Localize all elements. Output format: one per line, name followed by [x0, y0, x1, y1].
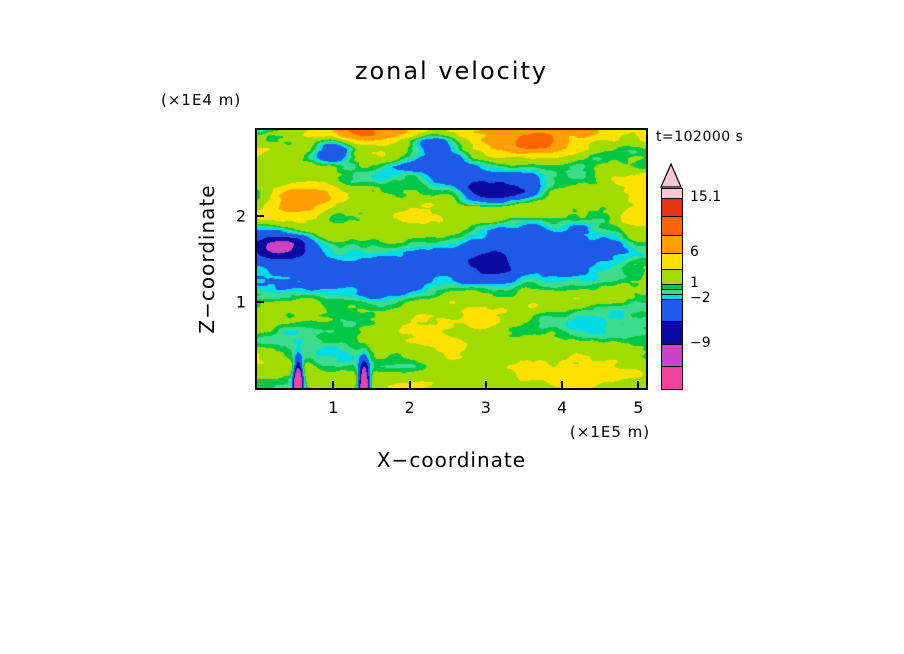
colorbar-segment — [662, 366, 682, 389]
chart-title: zonal velocity — [354, 57, 549, 85]
colorbar — [661, 188, 683, 390]
colorbar-segment — [662, 253, 682, 269]
x-axis-tick-label: 4 — [557, 398, 568, 417]
colorbar-segment — [662, 216, 682, 235]
colorbar-segment — [662, 235, 682, 253]
colorbar-segment — [662, 269, 682, 284]
x-axis-tick-mark — [637, 381, 640, 388]
x-axis-tick-mark — [408, 381, 411, 388]
colorbar-arrow-shape — [660, 163, 682, 188]
colorbar-segment — [662, 344, 682, 366]
x-axis-tick-label: 2 — [404, 398, 415, 417]
colorbar-segment — [662, 284, 682, 289]
y-axis-tick-mark — [257, 215, 264, 217]
y-axis-tick-label: 2 — [235, 206, 246, 226]
plot-area — [255, 128, 648, 390]
colorbar-segment — [662, 198, 682, 216]
x-axis-unit-label: (×1E5 m) — [569, 423, 651, 441]
y-axis-unit-label: (×1E4 m) — [161, 91, 242, 109]
colorbar-segment — [662, 294, 682, 299]
colorbar-tick-label: −9 — [690, 335, 711, 351]
x-axis-tick-label: 3 — [480, 398, 491, 417]
colorbar-tick-label: 1 — [690, 275, 699, 291]
colorbar-segment — [662, 189, 682, 198]
colorbar-over-arrow-icon — [660, 163, 682, 188]
x-axis-tick-label: 5 — [633, 398, 644, 417]
y-axis-tick-label: 1 — [235, 292, 246, 312]
colorbar-tick-label: 6 — [690, 244, 699, 260]
colorbar-segment — [662, 289, 682, 294]
x-axis-title: X−coordinate — [376, 448, 527, 472]
x-axis-tick-mark — [561, 381, 564, 388]
colorbar-segment — [662, 321, 682, 344]
x-axis-tick-mark — [484, 381, 487, 388]
contour-field-canvas — [257, 130, 646, 388]
x-axis-tick-mark — [332, 381, 335, 388]
time-annotation: t=102000 s — [656, 129, 744, 145]
colorbar-tick-label: −2 — [690, 290, 711, 306]
y-axis-tick-mark — [257, 301, 264, 303]
colorbar-tick-label: 15.1 — [690, 189, 722, 205]
y-axis-title: Z−coordinate — [195, 184, 219, 334]
colorbar-segment — [662, 299, 682, 321]
x-axis-tick-label: 1 — [328, 398, 339, 417]
